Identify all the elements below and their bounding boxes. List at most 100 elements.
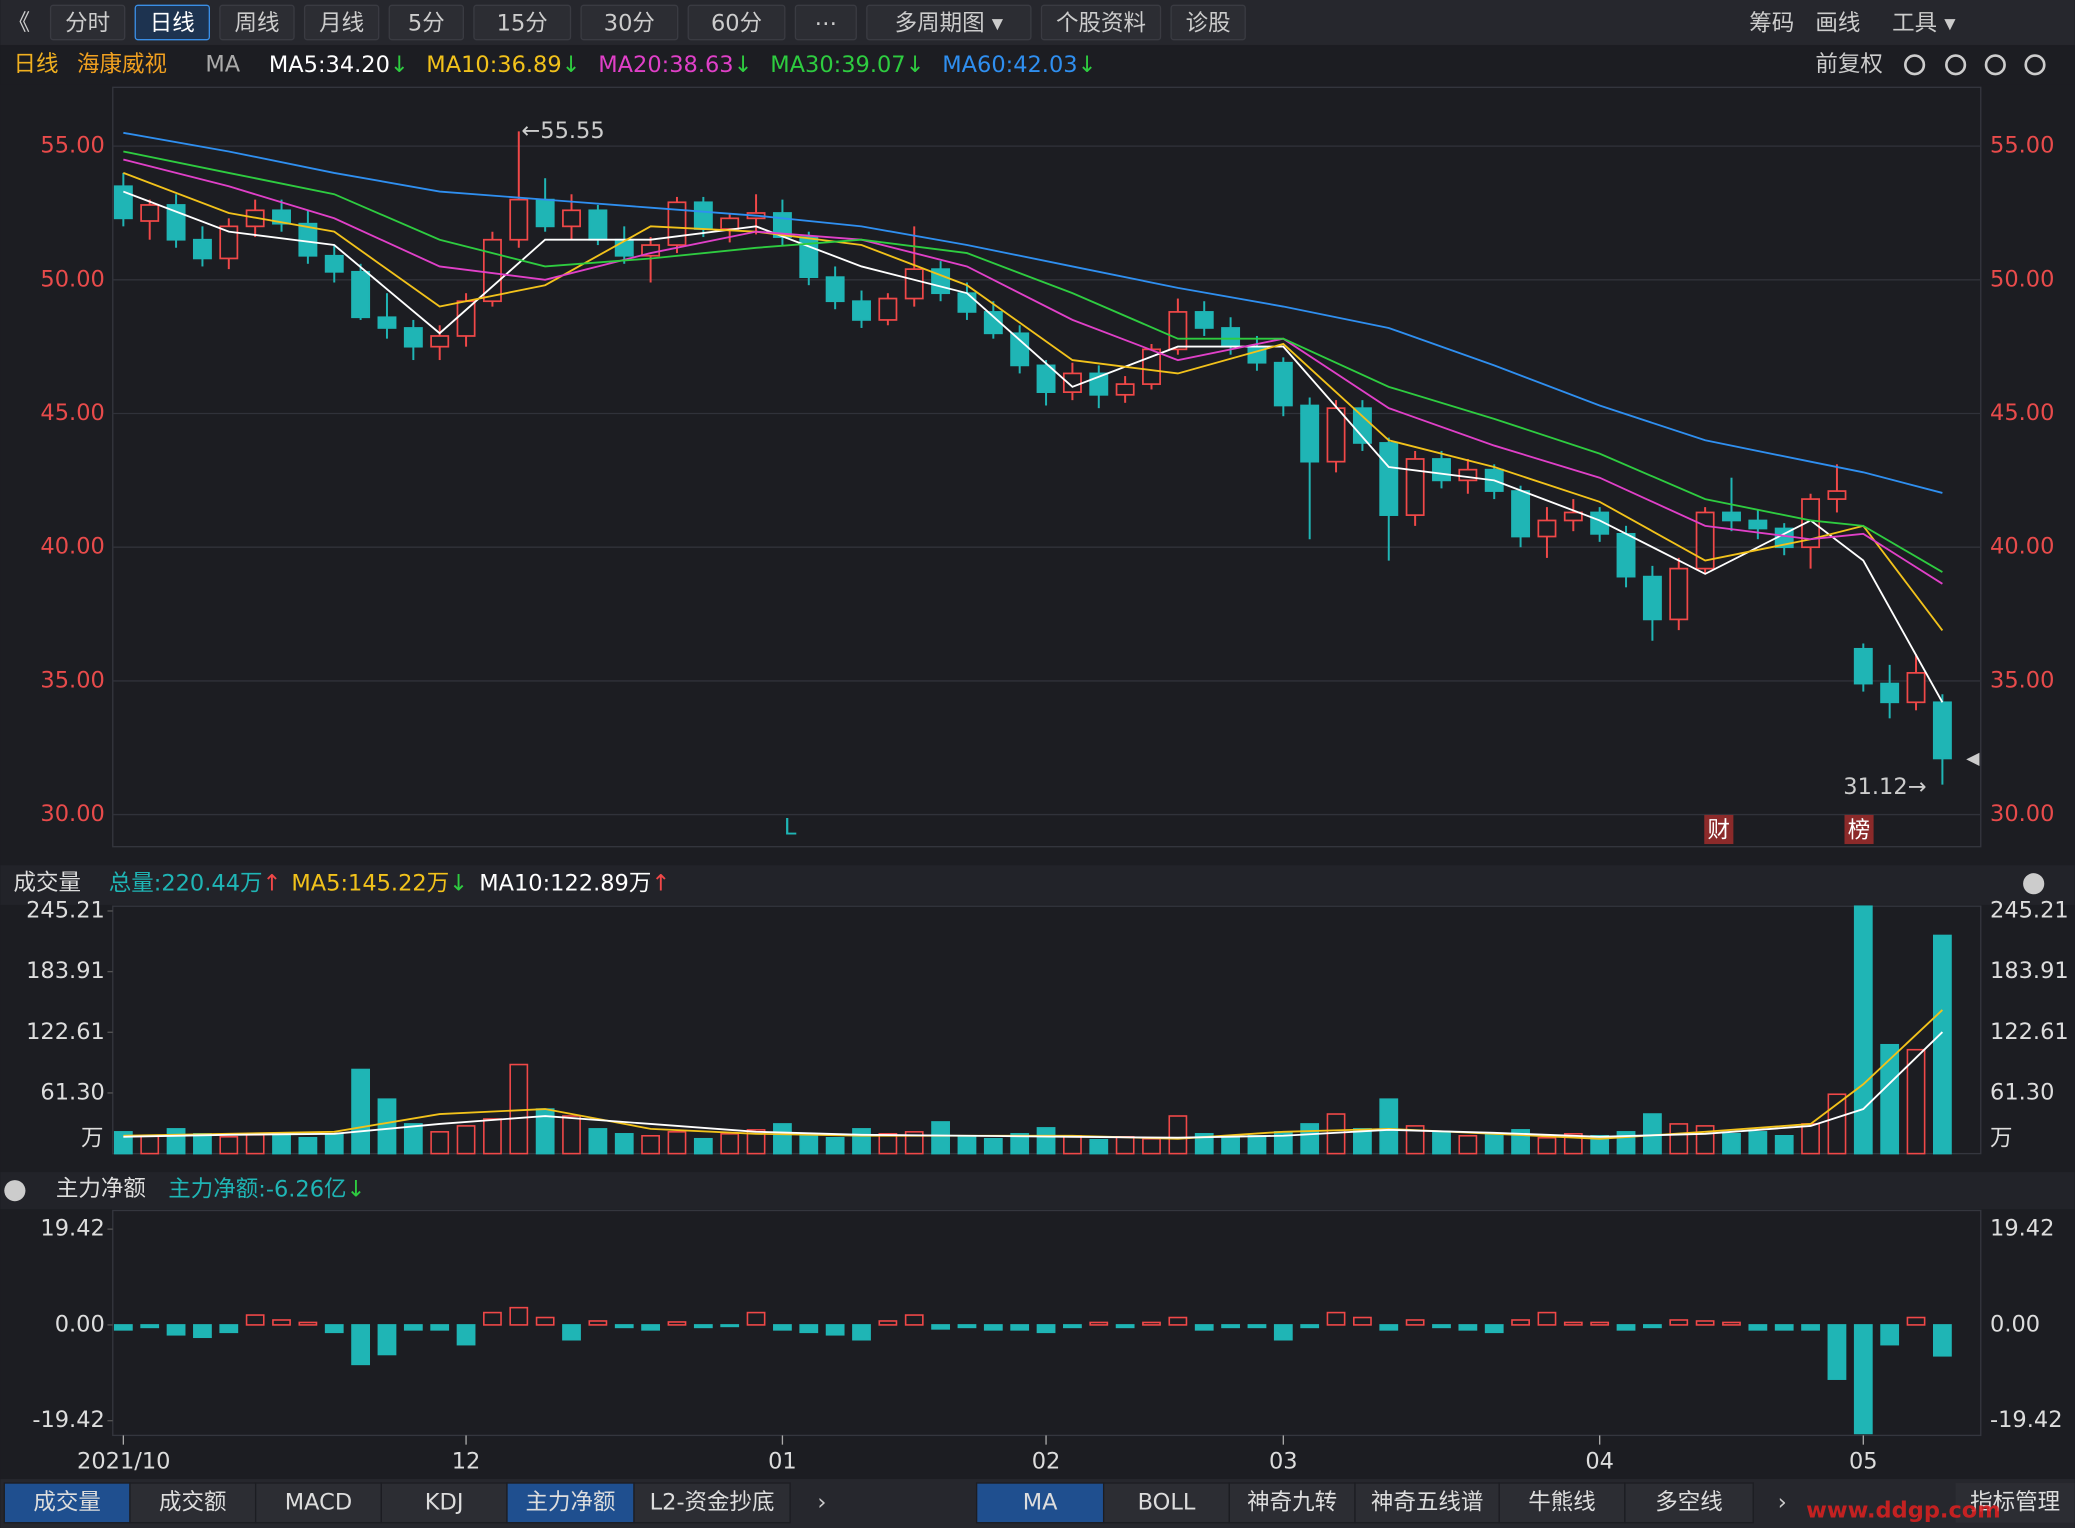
flow-bar (1801, 1324, 1820, 1331)
flow-bar (1405, 1319, 1425, 1326)
toolbar-button-label: 日线 (150, 10, 195, 36)
close-icon[interactable] (2023, 873, 2045, 895)
bottom-tab[interactable] (1354, 1482, 1500, 1524)
flow-bar (931, 1324, 950, 1330)
volume-bar (588, 1128, 608, 1155)
ma-trend: ↓ (906, 51, 925, 77)
bottom-tab-label: BOLL (1138, 1489, 1196, 1515)
candle-body (1300, 404, 1320, 463)
flow-bar (878, 1320, 898, 1326)
bottom-tab[interactable] (1498, 1482, 1626, 1524)
adjust-mode[interactable]: 前复权 (1815, 51, 1882, 77)
tab-scroll[interactable]: › (1778, 1489, 1787, 1515)
flow-bar (1379, 1324, 1399, 1331)
y-tick-label-right: 45.00 (1990, 400, 2054, 426)
toolbar-button[interactable] (134, 4, 210, 41)
bottom-tab[interactable] (3, 1482, 131, 1524)
volume-bar (957, 1135, 977, 1155)
ma-line (123, 150, 1943, 573)
toolbar-tool[interactable]: 筹码 (1749, 10, 1794, 36)
toolbar-tool[interactable]: 画线 (1815, 10, 1860, 36)
low-annotation: 31.12→ (1843, 774, 1926, 800)
volume-bar (245, 1134, 265, 1155)
volume-bar (1774, 1135, 1794, 1155)
header-icon[interactable] (1945, 54, 1967, 76)
toolbar-button[interactable] (687, 4, 786, 41)
bottom-tab[interactable] (1228, 1482, 1356, 1524)
candle-body (456, 300, 476, 337)
toolbar-button[interactable] (794, 4, 857, 41)
volume-bar (1194, 1133, 1214, 1155)
flow-bar (1748, 1324, 1768, 1331)
bottom-tab[interactable] (1624, 1482, 1754, 1524)
toolbar-button[interactable] (580, 4, 679, 41)
candle-body (1748, 519, 1768, 530)
flow-bar (351, 1324, 371, 1366)
y-tick-label-right: 35.00 (1990, 667, 2054, 693)
bottom-tab[interactable] (380, 1482, 508, 1524)
toolbar-button[interactable] (473, 4, 572, 41)
flow-bar (1853, 1324, 1873, 1435)
header-icon[interactable] (2024, 54, 2046, 76)
volume-bar (1695, 1125, 1715, 1155)
x-tick-label: 01 (768, 1448, 797, 1474)
toolbar-button[interactable] (866, 4, 1032, 41)
candle-body (1273, 361, 1293, 407)
marker-label: 财 (1708, 817, 1730, 843)
bottom-tab[interactable] (633, 1482, 791, 1524)
y-unit-right: 万 (1990, 1126, 2012, 1152)
candle-body (1458, 468, 1478, 482)
legend-value: MA5:145.22万 (291, 870, 449, 896)
toolbar-button[interactable] (388, 4, 465, 41)
corner-button[interactable] (1955, 1483, 2075, 1523)
volume-bar (1537, 1136, 1557, 1155)
bottom-tab[interactable] (506, 1482, 635, 1524)
volume-bar (931, 1121, 950, 1155)
back-button[interactable]: 《 (8, 10, 30, 36)
ma-legend: MA5:34.20↓ (269, 51, 409, 77)
flow-bar (166, 1324, 186, 1336)
flow-bar (1563, 1321, 1583, 1326)
bottom-tab-label: L2-资金抄底 (650, 1489, 775, 1515)
y-tick-label-right: 245.21 (1990, 897, 2069, 923)
header-icon[interactable] (1984, 54, 2006, 76)
panel-title: 成交量 (14, 870, 81, 896)
toolbar-tool[interactable]: 工具 ▾ (1892, 10, 1956, 36)
toolbar-button[interactable] (49, 4, 126, 41)
marker-label: L (784, 815, 797, 841)
toolbar-button[interactable] (1170, 4, 1246, 41)
bottom-tab[interactable] (129, 1482, 257, 1524)
volume-bar (1748, 1131, 1768, 1155)
ma-legend: MA10:36.89↓ (426, 51, 580, 77)
candle-body (509, 198, 529, 241)
volume-bar (1353, 1128, 1372, 1155)
flow-bar (1089, 1321, 1109, 1326)
candle-body (351, 270, 371, 319)
y-tick-label: 40.00 (40, 534, 104, 560)
flow-bar (1221, 1324, 1240, 1329)
toolbar-button-label: 60分 (711, 10, 762, 36)
toolbar-button[interactable] (1040, 4, 1162, 41)
toolbar-button[interactable] (303, 4, 380, 41)
flow-bar (1010, 1324, 1030, 1331)
collapse-icon[interactable] (4, 1180, 26, 1202)
bottom-tab[interactable] (1102, 1482, 1230, 1524)
volume-bar (1432, 1131, 1451, 1155)
toolbar-button-label: 月线 (319, 10, 364, 36)
flow-bar (957, 1324, 977, 1329)
header-icon[interactable] (1904, 54, 1926, 76)
bottom-tab[interactable] (254, 1482, 382, 1524)
flow-bar (1774, 1324, 1794, 1331)
toolbar-button-label: 分时 (65, 10, 110, 36)
candle-body (904, 268, 924, 300)
bottom-tab[interactable] (975, 1482, 1105, 1524)
flow-bar (799, 1324, 819, 1334)
flow-bar (667, 1321, 687, 1326)
toolbar-button-label: 个股资料 (1056, 10, 1146, 36)
volume-bar (1168, 1115, 1188, 1155)
flow-bar (1194, 1324, 1214, 1331)
y-tick-label-right: 55.00 (1990, 133, 2054, 159)
flow-bar (140, 1324, 160, 1329)
tab-scroll[interactable]: › (817, 1489, 826, 1515)
toolbar-button[interactable] (219, 4, 295, 41)
